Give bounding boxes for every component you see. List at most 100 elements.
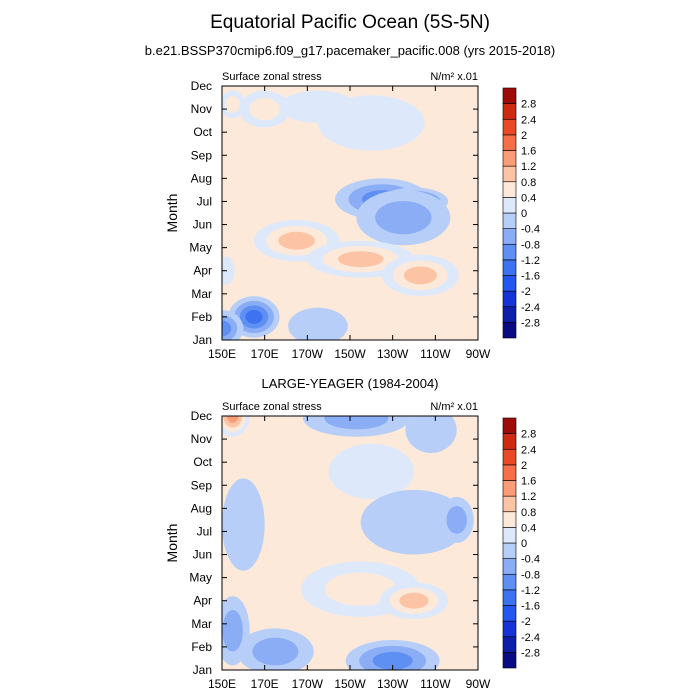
colorbar-bin xyxy=(502,259,517,276)
x-tick-label: 150E xyxy=(208,677,236,691)
x-tick-label: 170W xyxy=(292,347,324,361)
x-tick-label: 150W xyxy=(334,347,366,361)
contour-region xyxy=(224,96,241,113)
panel-left-label: Surface zonal stress xyxy=(222,71,322,83)
colorbar-label: -0.4 xyxy=(521,224,540,236)
contour-region xyxy=(405,416,457,453)
colorbar-bin xyxy=(502,243,517,261)
colorbar-bin xyxy=(502,181,517,198)
colorbar-bin xyxy=(502,542,517,559)
colorbar-bin xyxy=(502,605,517,622)
y-tick-label: Jun xyxy=(193,218,212,232)
colorbar-bin xyxy=(502,636,517,653)
colorbar-bin xyxy=(502,197,517,214)
contour-region xyxy=(337,251,384,268)
figure-title: Equatorial Pacific Ocean (5S-5N) xyxy=(210,12,490,33)
contour-region xyxy=(399,592,429,609)
y-tick-label: Oct xyxy=(193,125,212,139)
contour-region xyxy=(403,266,437,285)
colorbar-bin xyxy=(502,87,517,104)
colorbar-bin xyxy=(502,464,517,481)
contour-region xyxy=(249,98,281,121)
colorbar-label: -0.4 xyxy=(521,554,540,566)
x-tick-label: 150E xyxy=(208,347,236,361)
colorbar-label: -1.2 xyxy=(521,255,540,267)
contour-region xyxy=(360,489,468,555)
colorbar-bin xyxy=(502,306,517,323)
colorbar-label: -1.2 xyxy=(521,585,540,597)
y-tick-label: Mar xyxy=(191,617,212,631)
y-tick-label: Aug xyxy=(191,171,212,185)
y-tick-label: Apr xyxy=(193,594,212,608)
y-tick-label: Jul xyxy=(197,194,212,208)
contour-region xyxy=(328,443,415,500)
y-tick-label: Dec xyxy=(191,409,212,423)
colorbar-label: 1.6 xyxy=(521,476,536,488)
x-tick-label: 170E xyxy=(251,677,279,691)
y-tick-label: Sep xyxy=(191,148,213,162)
colorbar-bin xyxy=(502,212,517,229)
y-tick-label: Jun xyxy=(193,548,212,562)
x-tick-label: 110W xyxy=(420,677,451,691)
contour-region xyxy=(226,416,239,423)
chart-panel-2: LARGE-YEAGER (1984-2004) Surface zonal st… xyxy=(164,376,540,691)
colorbar-label: -2 xyxy=(521,286,531,298)
contour-region xyxy=(222,478,265,571)
y-tick-label: Mar xyxy=(191,287,212,301)
x-tick-label: 170E xyxy=(251,347,279,361)
colorbar-label: 2.8 xyxy=(521,429,536,441)
contour-region xyxy=(252,637,299,666)
contour-region xyxy=(375,200,432,235)
colorbar-bin xyxy=(502,228,517,245)
y-axis-label: Month xyxy=(164,524,180,563)
colorbar-bin xyxy=(502,118,517,136)
y-tick-label: Feb xyxy=(191,640,212,654)
chart-panel-1: Surface zonal stress N/m² x.01 150E 170E 170… xyxy=(164,71,540,361)
y-tick-label: May xyxy=(189,241,212,255)
contour-region xyxy=(222,320,232,337)
colorbar-label: 2 xyxy=(521,460,527,472)
colorbar-label: -2 xyxy=(521,616,531,628)
contour-region xyxy=(288,307,348,340)
panel-units-label: N/m² x.01 xyxy=(430,71,478,83)
colorbar-bin xyxy=(502,620,517,638)
y-tick-label: Jul xyxy=(197,524,212,538)
colorbar-bin xyxy=(502,589,517,606)
y-tick-label: Nov xyxy=(191,432,212,446)
colorbar-label: 0.8 xyxy=(521,177,536,189)
colorbar-bin xyxy=(502,134,517,151)
colorbar-label: 2.8 xyxy=(521,99,536,111)
y-tick-label: Jan xyxy=(193,333,212,347)
colorbar-label: -1.6 xyxy=(521,601,540,613)
colorbar-bin xyxy=(502,573,517,591)
colorbar-label: -2.4 xyxy=(521,632,540,644)
x-tick-label: 110W xyxy=(420,347,451,361)
panel-title: LARGE-YEAGER (1984-2004) xyxy=(261,376,438,391)
colorbar-label: -2.8 xyxy=(521,647,540,659)
x-tick-label: 170W xyxy=(292,677,324,691)
y-axis-label: Month xyxy=(164,194,180,233)
x-tick-label: 90W xyxy=(466,677,491,691)
colorbar-label: -2.8 xyxy=(521,317,540,329)
contour-region xyxy=(446,506,467,534)
x-tick-label: 130W xyxy=(377,677,409,691)
colorbar-label: 0.4 xyxy=(521,522,536,534)
y-tick-label: Feb xyxy=(191,310,212,324)
colorbar-bin xyxy=(502,322,517,339)
y-tick-label: Jan xyxy=(193,663,212,677)
colorbar-label: 2.4 xyxy=(521,444,536,456)
y-tick-label: Oct xyxy=(193,455,212,469)
y-tick-label: Sep xyxy=(191,478,213,492)
contour-region xyxy=(245,309,263,324)
colorbar-label: -0.8 xyxy=(521,239,540,251)
colorbar-label: -1.6 xyxy=(521,271,540,283)
y-tick-label: Nov xyxy=(191,102,212,116)
colorbar-bin xyxy=(502,150,517,167)
colorbar-bin xyxy=(502,558,517,575)
colorbar-label: 1.6 xyxy=(521,146,536,158)
colorbar-label: 2.4 xyxy=(521,114,536,126)
x-tick-label: 130W xyxy=(377,347,409,361)
colorbar-bin xyxy=(502,165,517,183)
contour-region xyxy=(278,231,315,250)
colorbar-label: 1.2 xyxy=(521,161,536,173)
